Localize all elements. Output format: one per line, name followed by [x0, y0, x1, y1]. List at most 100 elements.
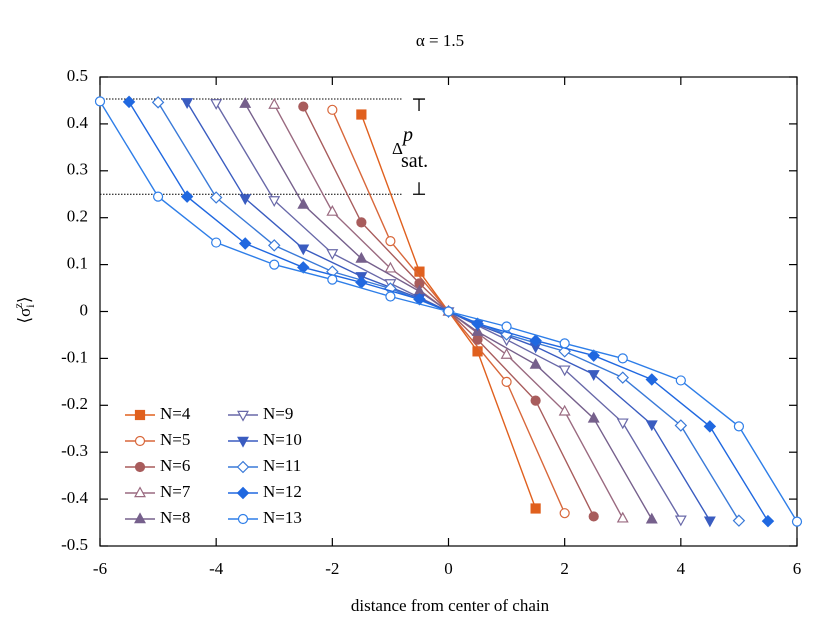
- bracket: [413, 98, 426, 195]
- marker: [239, 194, 252, 206]
- marker: [327, 274, 338, 285]
- legend-marker: [134, 461, 146, 473]
- legend-label: N=6: [160, 456, 190, 475]
- annotation-sub: sat.: [401, 150, 428, 172]
- marker: [675, 375, 686, 386]
- legend-marker: [237, 436, 249, 448]
- legend-label: N=9: [263, 404, 293, 423]
- marker: [297, 197, 310, 209]
- marker: [211, 237, 222, 248]
- y-label-close: ⟩: [15, 296, 34, 303]
- x-tick-label: 4: [677, 559, 686, 578]
- legend-marker: [236, 486, 250, 500]
- marker: [355, 251, 368, 263]
- x-tick-label: -6: [93, 559, 107, 578]
- y-tick-label: 0: [80, 300, 89, 319]
- chart-title: α = 1.5: [416, 31, 464, 50]
- x-tick-label: 2: [560, 559, 569, 578]
- legend-label: N=12: [263, 482, 302, 501]
- marker: [674, 515, 687, 527]
- y-tick-label: 0.2: [67, 207, 88, 226]
- marker: [558, 365, 571, 377]
- marker: [180, 190, 194, 203]
- marker: [761, 514, 775, 528]
- marker: [500, 348, 513, 359]
- marker: [733, 421, 745, 432]
- legend-label: N=4: [160, 404, 191, 423]
- marker: [645, 420, 658, 432]
- marker: [529, 357, 542, 369]
- legend-marker: [134, 435, 146, 447]
- legend-label: N=5: [160, 430, 190, 449]
- y-axis-label: ⟨σiz⟩: [11, 296, 37, 323]
- y-tick-label: 0.5: [67, 66, 88, 85]
- x-tick-label: 0: [444, 559, 453, 578]
- marker: [94, 96, 106, 107]
- y-label-open: ⟨σ: [15, 308, 34, 324]
- y-tick-label: -0.5: [61, 535, 88, 554]
- annotation: Δp sat.: [392, 124, 428, 172]
- marker: [326, 204, 339, 216]
- marker: [587, 411, 600, 423]
- y-tick-label: -0.2: [61, 394, 88, 413]
- marker: [472, 334, 483, 345]
- x-axis-label: distance from center of chain: [351, 596, 550, 615]
- marker: [529, 334, 542, 347]
- legend-marker: [236, 460, 250, 474]
- marker: [238, 237, 252, 250]
- marker: [268, 196, 281, 207]
- marker: [501, 376, 512, 387]
- marker: [559, 508, 570, 519]
- marker: [674, 419, 688, 432]
- marker: [617, 353, 628, 364]
- marker: [588, 511, 599, 522]
- y-tick-label: -0.3: [61, 441, 88, 460]
- marker: [732, 514, 746, 527]
- marker: [385, 236, 396, 247]
- x-tick-label: 6: [793, 559, 802, 578]
- marker: [384, 261, 397, 273]
- x-tick-label: -4: [209, 559, 224, 578]
- annotation-text: Δ: [392, 139, 403, 158]
- marker: [587, 349, 600, 362]
- y-tick-label: 0.4: [67, 113, 89, 132]
- marker: [645, 512, 658, 524]
- marker: [268, 239, 281, 252]
- marker: [298, 101, 309, 112]
- marker: [152, 191, 164, 202]
- marker: [530, 395, 541, 406]
- marker: [122, 95, 136, 109]
- marker: [616, 511, 629, 523]
- marker: [327, 104, 338, 115]
- marker: [385, 291, 396, 302]
- marker: [558, 404, 571, 416]
- marker: [151, 96, 165, 109]
- marker: [268, 98, 281, 109]
- marker: [297, 244, 310, 256]
- x-tick-label: -2: [325, 559, 339, 578]
- y-tick-label: 0.3: [67, 160, 88, 179]
- legend-label: N=10: [263, 430, 302, 449]
- legend-marker: [134, 512, 146, 524]
- marker: [443, 306, 454, 317]
- legend-label: N=11: [263, 456, 301, 475]
- marker: [616, 371, 629, 384]
- marker: [269, 259, 280, 270]
- y-tick-label: -0.1: [61, 347, 88, 366]
- marker: [501, 321, 512, 332]
- marker: [559, 338, 570, 349]
- legend-marker: [134, 486, 146, 498]
- marker: [616, 418, 629, 430]
- marker: [209, 191, 223, 204]
- legend-marker: [134, 409, 146, 421]
- legend-label: N=7: [160, 482, 191, 501]
- marker: [703, 420, 717, 433]
- y-tick-label: 0.1: [67, 254, 88, 273]
- marker: [703, 516, 716, 528]
- marker: [356, 109, 367, 120]
- marker: [181, 98, 194, 109]
- legend-label: N=8: [160, 508, 190, 527]
- marker: [587, 370, 600, 381]
- marker: [791, 516, 803, 527]
